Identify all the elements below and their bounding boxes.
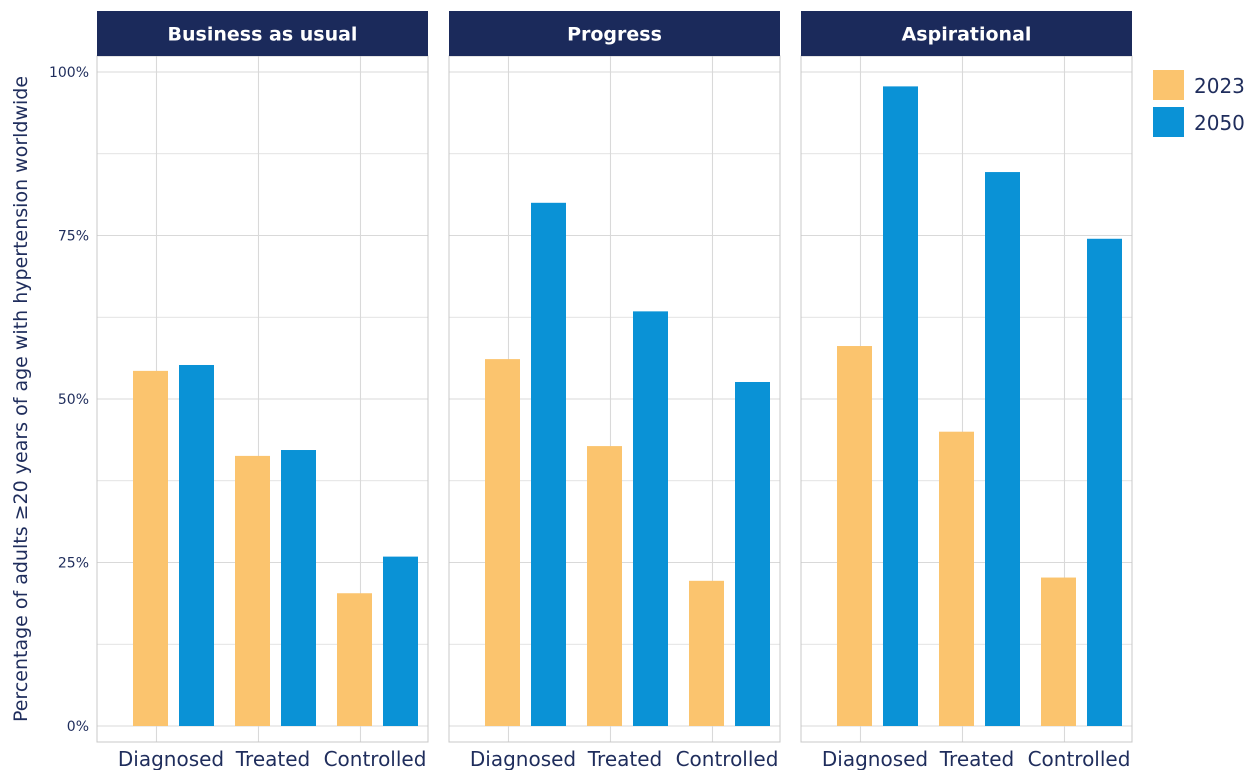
x-tick-label: Controlled (676, 747, 779, 770)
bar-2023-diagnosed (837, 346, 872, 726)
x-tick-label: Controlled (1028, 747, 1131, 770)
bar-2023-treated (939, 431, 974, 726)
panel: Business as usual Diagnosed Treated Control… (96, 11, 429, 770)
panel-title: Business as usual (168, 24, 358, 46)
x-tick-label: Treated (587, 747, 662, 770)
x-tick-label: Diagnosed (822, 747, 928, 770)
x-tick-label: Treated (235, 747, 310, 770)
y-tick-label: 0% (67, 719, 89, 735)
bar-2023-treated (235, 455, 270, 726)
panel: Aspirational Diagnosed Treated Controlled (800, 11, 1133, 770)
y-tick-label: 25% (58, 556, 89, 572)
bar-2023-controlled (337, 593, 372, 726)
panel-strip (449, 11, 780, 56)
legend: 2023 2050 (1153, 70, 1245, 137)
bar-2050-controlled (1087, 238, 1122, 726)
bar-2023-diagnosed (485, 359, 520, 726)
panel-title: Aspirational (902, 24, 1032, 46)
panel-strip (97, 11, 428, 56)
panels: Business as usual Diagnosed Treated Control… (96, 11, 1133, 770)
x-tick-label: Controlled (324, 747, 427, 770)
legend-swatch-2023 (1153, 70, 1184, 100)
x-tick-label: Diagnosed (118, 747, 224, 770)
bar-2023-treated (587, 446, 622, 726)
y-tick-label: 75% (58, 229, 89, 245)
panel-title: Progress (567, 24, 662, 46)
panel: Progress Diagnosed Treated Controlled (448, 11, 781, 770)
bar-2050-treated (281, 450, 316, 726)
bar-2050-treated (985, 172, 1020, 726)
y-axis-label: Percentage of adults ≥20 years of age wi… (10, 76, 32, 722)
y-axis-label-group: Percentage of adults ≥20 years of age wi… (10, 76, 32, 722)
bar-2050-diagnosed (179, 364, 214, 726)
y-tick-label: 50% (58, 392, 89, 408)
bar-2023-controlled (1041, 577, 1076, 726)
legend-label: 2023 (1194, 74, 1245, 98)
y-axis-ticks: 0% 25% 50% 75% 100% (49, 65, 89, 735)
x-tick-label: Treated (939, 747, 1014, 770)
y-tick-label: 100% (49, 65, 89, 81)
legend-swatch-2050 (1153, 107, 1184, 137)
x-tick-label: Diagnosed (470, 747, 576, 770)
panel-strip (801, 11, 1132, 56)
bar-2050-controlled (383, 556, 418, 726)
bar-2023-controlled (689, 580, 724, 726)
legend-label: 2050 (1194, 111, 1245, 135)
bar-2023-diagnosed (133, 370, 168, 726)
bar-2050-controlled (735, 381, 770, 726)
bar-2050-diagnosed (883, 86, 918, 726)
bar-2050-treated (633, 311, 668, 726)
bar-2050-diagnosed (531, 202, 566, 727)
